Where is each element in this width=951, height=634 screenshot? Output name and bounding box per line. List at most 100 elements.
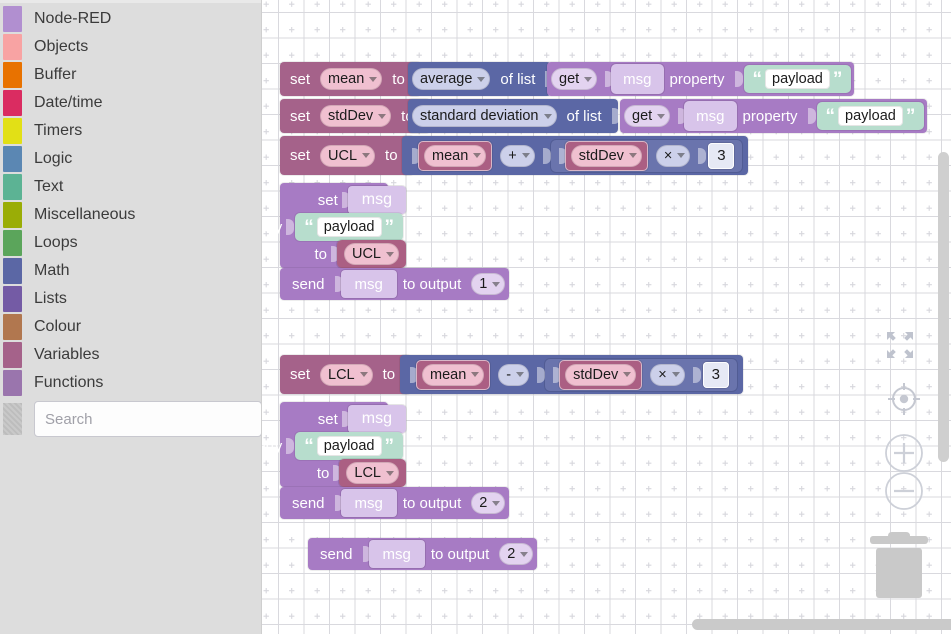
- variable-getter-stddev-lcl[interactable]: stdDev: [559, 359, 643, 390]
- block-set-variable-mean[interactable]: set mean to: [280, 62, 423, 96]
- block-send-msg-output-1[interactable]: send msg to output 1: [280, 268, 510, 300]
- number-field-3-ucl[interactable]: 3: [708, 142, 735, 169]
- toolbox-category-text[interactable]: Text: [0, 173, 261, 201]
- toolbox-category-lists[interactable]: Lists: [0, 285, 261, 313]
- operator-dropdown-minus[interactable]: -: [498, 363, 530, 386]
- chevron-down-icon: [521, 153, 530, 158]
- get-dropdown[interactable]: get: [624, 105, 671, 127]
- operator-dropdown-multiply[interactable]: ×: [655, 144, 691, 167]
- toolbox-category-buffer[interactable]: Buffer: [0, 61, 261, 89]
- variable-dropdown-lcl[interactable]: LCL: [346, 462, 399, 484]
- variable-dropdown-ucl[interactable]: UCL: [320, 144, 376, 167]
- list-function-dropdown-average[interactable]: average: [412, 68, 491, 90]
- toolbox-category-objects[interactable]: Objects: [0, 33, 261, 61]
- operator-dropdown-plus[interactable]: +: [500, 144, 535, 167]
- expand-arrows-icon: [887, 332, 913, 358]
- input-socket-notch: [692, 366, 701, 383]
- to-output-label: to output: [430, 545, 490, 563]
- open-quote-icon: “: [752, 68, 763, 90]
- chevron-down-icon: [369, 76, 378, 82]
- block-list-average[interactable]: average of list: [408, 62, 554, 96]
- toolbox-category-loops[interactable]: Loops: [0, 229, 261, 257]
- output-dropdown-2[interactable]: 2: [499, 543, 534, 565]
- variable-getter-mean-ucl[interactable]: mean: [418, 140, 493, 171]
- variable-dropdown-stddev[interactable]: stdDev: [565, 363, 637, 386]
- output-dropdown-2[interactable]: 2: [471, 492, 506, 514]
- toolbox-category-miscellaneous[interactable]: Miscellaneous: [0, 201, 261, 229]
- string-value[interactable]: payload: [316, 217, 382, 237]
- msg-pill[interactable]: msg: [340, 270, 397, 298]
- variable-getter-lcl[interactable]: LCL: [339, 459, 406, 487]
- block-math-arithmetic-lcl-inner[interactable]: stdDev × 3: [545, 358, 737, 391]
- variable-dropdown-stddev[interactable]: stdDev: [320, 105, 392, 127]
- msg-pill[interactable]: msg: [684, 101, 737, 131]
- variable-dropdown-mean[interactable]: mean: [422, 363, 485, 386]
- toolbox-category-functions[interactable]: Functions: [0, 369, 261, 397]
- block-math-arithmetic-lcl[interactable]: mean - stdDev ×: [400, 355, 743, 394]
- variable-dropdown-mean[interactable]: mean: [424, 144, 487, 167]
- zoom-in-button[interactable]: [883, 432, 925, 474]
- block-math-arithmetic-ucl[interactable]: mean + stdDev ×: [402, 136, 749, 175]
- string-block-payload-2[interactable]: “ payload ”: [816, 102, 925, 130]
- toolbox-category-colour[interactable]: Colour: [0, 313, 261, 341]
- to-output-label: to output: [402, 275, 462, 293]
- variable-dropdown-ucl[interactable]: UCL: [343, 243, 399, 265]
- horizontal-scrollbar[interactable]: [692, 619, 951, 630]
- number-field-3-lcl[interactable]: 3: [702, 361, 729, 388]
- msg-pill[interactable]: msg: [340, 489, 397, 517]
- msg-pill[interactable]: msg: [368, 540, 425, 568]
- block-send-msg-output-2[interactable]: send msg to output 2: [280, 487, 510, 519]
- vertical-scrollbar[interactable]: [938, 152, 949, 462]
- input-socket-notch: [734, 71, 743, 87]
- send-label: send: [292, 275, 325, 293]
- zoom-out-button[interactable]: [883, 470, 925, 512]
- chevron-down-icon: [623, 372, 632, 377]
- output-dropdown-1[interactable]: 1: [471, 273, 506, 295]
- block-get-msg-property-payload-1[interactable]: get msg property “ payload ”: [547, 62, 855, 96]
- expand-canvas-button[interactable]: [884, 330, 916, 360]
- get-dropdown[interactable]: get: [551, 68, 598, 90]
- toolbox-category-node-red[interactable]: Node-RED: [0, 5, 261, 33]
- block-set-variable-lcl[interactable]: set LCL to: [280, 355, 414, 394]
- toolbox-category-logic[interactable]: Logic: [0, 145, 261, 173]
- block-send-msg-output-2-detached[interactable]: send msg to output 2: [308, 538, 538, 570]
- variable-getter-stddev-ucl[interactable]: stdDev: [564, 140, 648, 171]
- property-label: property: [262, 218, 283, 236]
- chevron-down-icon: [677, 153, 686, 158]
- msg-pill[interactable]: msg: [347, 405, 406, 433]
- property-label: property: [262, 437, 283, 455]
- string-block-payload-lcl[interactable]: “ payload ”: [295, 432, 403, 460]
- string-value[interactable]: payload: [765, 69, 830, 89]
- variable-getter-mean-lcl[interactable]: mean: [416, 359, 491, 390]
- toolbox-category-timers[interactable]: Timers: [0, 117, 261, 145]
- msg-pill[interactable]: msg: [611, 64, 664, 94]
- category-color-swatch: [3, 62, 22, 88]
- string-block-payload-ucl[interactable]: “ payload ”: [295, 213, 403, 241]
- msg-pill[interactable]: msg: [347, 186, 406, 214]
- string-block-payload-1[interactable]: “ payload ”: [743, 65, 852, 93]
- list-function-dropdown-standard-deviation[interactable]: standard deviation: [412, 105, 557, 127]
- variable-dropdown-stddev[interactable]: stdDev: [570, 144, 642, 167]
- toolbox-category-math[interactable]: Math: [0, 257, 261, 285]
- input-socket-notch: [698, 147, 707, 164]
- search-input[interactable]: [34, 401, 261, 437]
- category-label: Functions: [34, 374, 104, 391]
- variable-dropdown-mean[interactable]: mean: [320, 68, 383, 90]
- set-keyword: set: [290, 366, 311, 383]
- operator-dropdown-multiply[interactable]: ×: [650, 363, 685, 386]
- input-socket-notch: [537, 366, 546, 383]
- toolbox-category-datetime[interactable]: Date/time: [0, 89, 261, 117]
- string-value[interactable]: payload: [838, 106, 903, 126]
- variable-dropdown-lcl[interactable]: LCL: [320, 363, 373, 386]
- plus-circle-icon: [885, 434, 923, 472]
- block-set-variable-ucl[interactable]: set UCL to: [280, 136, 416, 175]
- block-math-arithmetic-ucl-inner[interactable]: stdDev × 3: [550, 139, 743, 172]
- toolbox-category-variables[interactable]: Variables: [0, 341, 261, 369]
- string-value[interactable]: payload: [316, 436, 382, 456]
- variable-getter-ucl[interactable]: UCL: [336, 240, 406, 268]
- workspace-canvas[interactable]: set mean to average of list get msg: [262, 0, 951, 634]
- center-workspace-button[interactable]: [885, 380, 923, 418]
- block-list-standard-deviation[interactable]: standard deviation of list: [408, 99, 620, 133]
- trash-can-button[interactable]: [868, 530, 930, 600]
- block-get-msg-property-payload-2[interactable]: get msg property “ payload ”: [620, 99, 928, 133]
